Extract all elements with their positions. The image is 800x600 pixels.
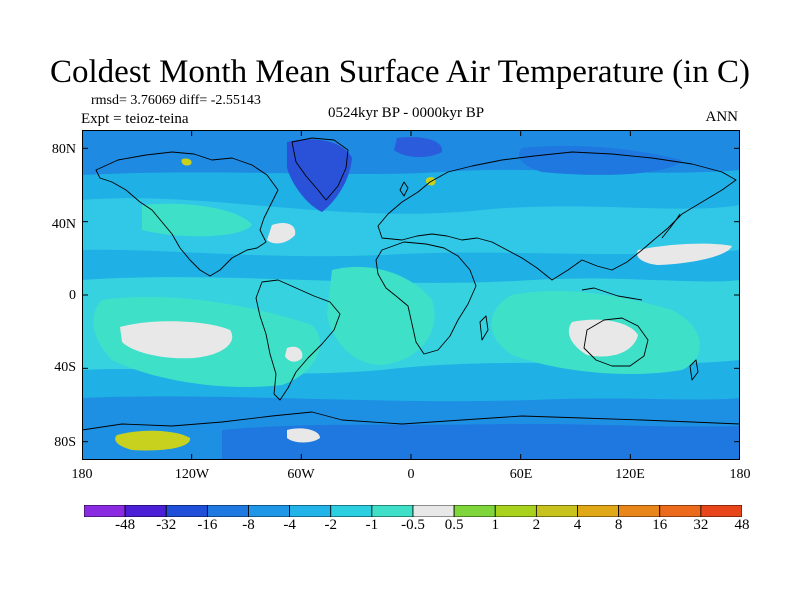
patch-neutral-argentina <box>285 346 303 362</box>
x-tick-label: 180 <box>71 467 93 482</box>
patch-neutral-weddell <box>287 428 320 443</box>
colorbar-tick-label: 8 <box>614 517 623 533</box>
x-tick-label: 120E <box>615 467 645 482</box>
colorbar-tick-label: 48 <box>734 517 750 533</box>
field-band-north <box>82 198 740 257</box>
experiment-label: Expt = teioz-teina <box>81 111 189 127</box>
coast-uk <box>399 181 409 197</box>
patch-neutral-north-pacific <box>636 243 732 265</box>
patch-warm-ross-sea <box>115 430 191 451</box>
coast-japan <box>661 213 681 239</box>
stats-label: rmsd= 3.76069 diff= -2.55143 <box>91 93 261 108</box>
colorbar-tick-label: -2 <box>324 517 338 533</box>
season-label: ANN <box>705 109 739 125</box>
colorbar-tick-label: -0.5 <box>401 517 425 533</box>
coast-madagascar <box>479 315 489 341</box>
field-deep-barents <box>394 137 443 158</box>
colorbar-swatch <box>453 505 496 517</box>
coast-eurasia <box>377 151 737 281</box>
field-deep-greenland <box>287 139 352 212</box>
colorbar-tick-label: 0.5 <box>444 517 464 533</box>
coast-australia <box>583 317 649 367</box>
x-tick-label: 120W <box>174 467 210 482</box>
patch-neutral-australia <box>568 319 638 357</box>
y-tick-label: 80S <box>54 435 76 450</box>
y-tick-label: 40S <box>54 360 76 375</box>
coast-indonesia <box>581 287 643 301</box>
colorbar-swatch <box>659 505 702 517</box>
coast-antarctica <box>82 411 740 431</box>
patch-neutral-south-pacific <box>120 321 233 359</box>
colorbar-tick-label: -16 <box>197 517 218 533</box>
colorbar <box>84 505 742 517</box>
field-green-north-pacific <box>142 203 252 237</box>
colorbar-swatch <box>206 505 249 517</box>
y-tick-label: 80N <box>51 142 76 157</box>
field-deep-antarctic <box>222 423 740 460</box>
colorbar-swatch <box>248 505 291 517</box>
colorbar-tick-label: -1 <box>365 517 379 533</box>
colorbar-tick-label: 32 <box>693 517 709 533</box>
x-tick-label: 0 <box>407 467 415 482</box>
colorbar-tick-label: 1 <box>491 517 500 533</box>
patch-warm-canada <box>181 158 192 166</box>
colorbar-swatch <box>371 505 414 517</box>
colorbar-swatch <box>84 505 126 517</box>
y-tick-label: 40N <box>51 217 76 232</box>
colorbar-tick-label: 16 <box>652 517 668 533</box>
colorbar-tick-label: -8 <box>242 517 255 533</box>
colorbar-swatch <box>289 505 332 517</box>
chart-title: Coldest Month Mean Surface Air Temperatu… <box>50 54 750 90</box>
colorbar-swatch <box>330 505 373 517</box>
x-tick-label: 60W <box>287 467 315 482</box>
colorbar-swatch <box>700 505 742 517</box>
y-tick-label: 0 <box>69 288 76 303</box>
coast-south-america <box>255 279 341 401</box>
colorbar-tick-label: 4 <box>573 517 582 533</box>
coast-new-zealand <box>689 359 699 381</box>
colorbar-tick-label: -48 <box>115 517 136 533</box>
colorbar-tick-label: -32 <box>156 517 177 533</box>
x-tick-label: 180 <box>729 467 751 482</box>
colorbar-swatch <box>577 505 620 517</box>
colorbar-swatch <box>412 505 455 517</box>
coast-north-america <box>95 151 279 277</box>
field-green-atlantic <box>327 266 435 365</box>
colorbar-swatch <box>535 505 578 517</box>
colorbar-swatch <box>165 505 208 517</box>
colorbar-swatch <box>494 505 537 517</box>
colorbar-tick-label: 2 <box>532 517 541 533</box>
colorbar-tick-label: -4 <box>283 517 296 533</box>
x-tick-label: 60E <box>509 467 533 482</box>
colorbar-swatch <box>618 505 661 517</box>
world-map <box>82 130 740 460</box>
coast-greenland <box>291 137 349 201</box>
period-label: 0524kyr BP - 0000kyr BP <box>327 105 485 121</box>
coast-africa <box>375 241 477 355</box>
patch-neutral-atlantic <box>267 223 296 244</box>
colorbar-swatch <box>124 505 167 517</box>
